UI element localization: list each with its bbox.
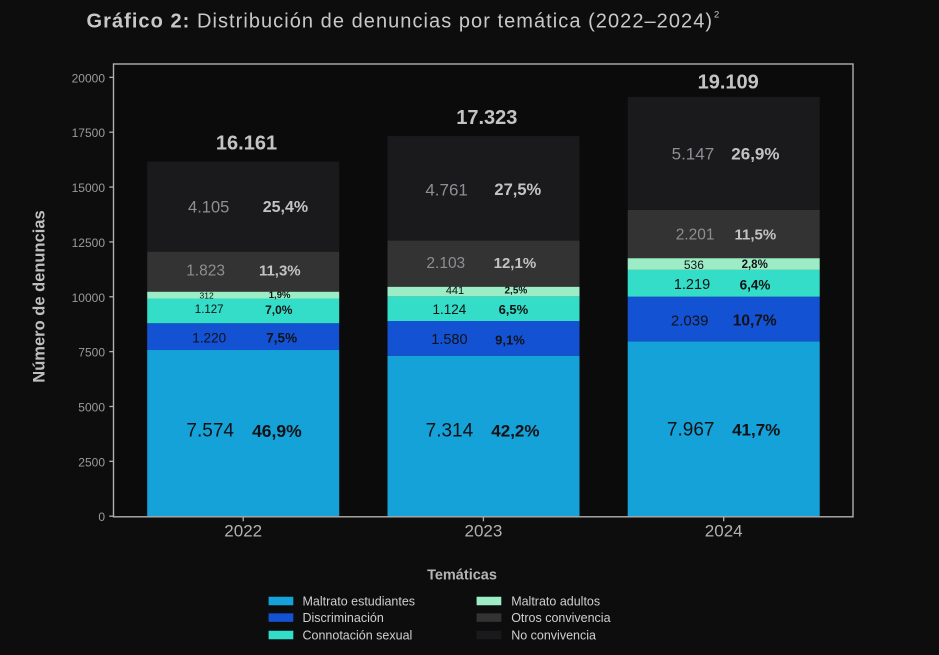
svg-text:17500: 17500 bbox=[72, 126, 106, 140]
svg-text:42,2%: 42,2% bbox=[491, 421, 539, 440]
svg-text:41,7%: 41,7% bbox=[732, 420, 780, 439]
svg-text:536: 536 bbox=[684, 258, 704, 272]
svg-text:15000: 15000 bbox=[72, 181, 106, 195]
svg-text:1.219: 1.219 bbox=[674, 277, 710, 293]
svg-text:1.580: 1.580 bbox=[431, 332, 467, 348]
svg-text:Temáticas: Temáticas bbox=[427, 568, 497, 584]
svg-text:16.161: 16.161 bbox=[216, 133, 277, 155]
svg-text:25,4%: 25,4% bbox=[263, 199, 308, 216]
svg-text:7,0%: 7,0% bbox=[265, 303, 293, 317]
svg-text:2.201: 2.201 bbox=[676, 226, 715, 243]
svg-text:1.127: 1.127 bbox=[195, 304, 224, 316]
svg-text:20000: 20000 bbox=[72, 71, 106, 85]
svg-text:2,8%: 2,8% bbox=[742, 259, 768, 271]
svg-text:Maltrato adultos: Maltrato adultos bbox=[511, 595, 600, 609]
svg-text:11,5%: 11,5% bbox=[735, 226, 777, 243]
svg-text:10,7%: 10,7% bbox=[733, 313, 777, 330]
svg-text:7.314: 7.314 bbox=[426, 420, 474, 441]
svg-text:27,5%: 27,5% bbox=[494, 181, 541, 199]
svg-text:312: 312 bbox=[200, 290, 214, 300]
svg-text:1.124: 1.124 bbox=[433, 302, 467, 317]
svg-text:Número de denuncias: Número de denuncias bbox=[31, 210, 49, 382]
svg-text:Gráfico 2: Distribución de den: Gráfico 2: Distribución de denuncias por… bbox=[87, 11, 714, 33]
svg-text:2.103: 2.103 bbox=[426, 255, 465, 272]
svg-text:6,5%: 6,5% bbox=[499, 302, 529, 317]
svg-text:2.039: 2.039 bbox=[671, 313, 709, 330]
svg-text:Maltrato estudiantes: Maltrato estudiantes bbox=[303, 595, 416, 609]
svg-text:2022: 2022 bbox=[224, 522, 262, 541]
svg-text:11,3%: 11,3% bbox=[259, 262, 301, 279]
svg-text:2: 2 bbox=[714, 10, 719, 21]
svg-text:7.574: 7.574 bbox=[186, 421, 234, 442]
svg-text:12500: 12500 bbox=[72, 236, 106, 250]
svg-text:4.105: 4.105 bbox=[188, 199, 229, 217]
svg-text:2024: 2024 bbox=[705, 522, 743, 541]
svg-text:1,9%: 1,9% bbox=[269, 290, 291, 301]
svg-text:7,5%: 7,5% bbox=[266, 331, 297, 346]
svg-text:7500: 7500 bbox=[78, 346, 105, 360]
svg-text:9,1%: 9,1% bbox=[495, 332, 525, 347]
svg-text:Otros convivencia: Otros convivencia bbox=[511, 611, 610, 625]
svg-text:2,5%: 2,5% bbox=[505, 286, 528, 297]
svg-text:5000: 5000 bbox=[78, 400, 105, 414]
svg-text:1.823: 1.823 bbox=[186, 262, 225, 279]
svg-text:12,1%: 12,1% bbox=[494, 255, 537, 272]
svg-text:6,4%: 6,4% bbox=[740, 277, 771, 292]
svg-text:2023: 2023 bbox=[464, 522, 502, 541]
svg-text:26,9%: 26,9% bbox=[731, 144, 779, 163]
svg-text:No convivencia: No convivencia bbox=[511, 629, 596, 643]
svg-text:2500: 2500 bbox=[78, 455, 105, 469]
svg-text:0: 0 bbox=[98, 510, 105, 524]
svg-text:4.761: 4.761 bbox=[425, 180, 468, 199]
svg-text:Discriminación: Discriminación bbox=[303, 611, 384, 625]
svg-text:5.147: 5.147 bbox=[672, 144, 715, 163]
svg-text:1.220: 1.220 bbox=[192, 331, 226, 346]
svg-text:10000: 10000 bbox=[72, 291, 106, 305]
svg-text:Connotación sexual: Connotación sexual bbox=[303, 629, 413, 643]
svg-text:7.967: 7.967 bbox=[667, 419, 715, 440]
svg-text:17.323: 17.323 bbox=[456, 107, 517, 129]
svg-text:46,9%: 46,9% bbox=[252, 421, 302, 441]
svg-text:19.109: 19.109 bbox=[698, 72, 759, 94]
svg-text:441: 441 bbox=[446, 285, 464, 297]
